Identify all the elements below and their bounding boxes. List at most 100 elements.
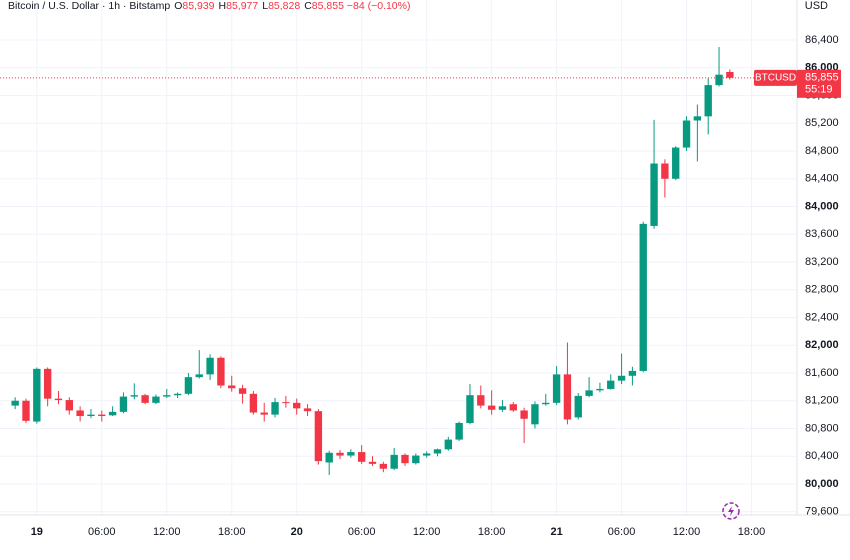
- candle-body: [11, 400, 19, 406]
- y-tick-label: 83,200: [805, 256, 839, 268]
- x-tick-label: 18:00: [478, 526, 506, 538]
- candle-body: [628, 370, 637, 376]
- candle-body: [87, 414, 95, 417]
- candle-body: [347, 452, 355, 456]
- candle-body: [228, 385, 236, 389]
- y-tick-label: 84,000: [805, 200, 839, 212]
- symbol-tag: BTCUSD: [755, 72, 796, 83]
- countdown: 55:19: [805, 84, 833, 96]
- candle-body: [726, 72, 734, 78]
- ohlc-key: L: [262, 0, 269, 12]
- candle-body: [33, 368, 41, 422]
- candle-body: [271, 402, 279, 415]
- change: −84 (−0.10%): [346, 0, 411, 12]
- candle-body: [390, 454, 398, 469]
- candle-body: [682, 120, 691, 148]
- candle-body: [260, 412, 268, 415]
- candle-body: [206, 357, 214, 375]
- candle-body: [54, 398, 63, 401]
- candle-body: [379, 463, 388, 469]
- x-tick-label: 21: [550, 526, 562, 538]
- price-tag: 85,855: [805, 72, 839, 84]
- x-tick-label: 06:00: [608, 526, 636, 538]
- candle-body: [607, 380, 615, 389]
- candle-body: [412, 455, 420, 464]
- candle-body: [336, 452, 344, 456]
- x-tick-label: 18:00: [738, 526, 766, 538]
- candle-body: [130, 395, 138, 397]
- candle-body: [217, 357, 225, 386]
- candle-body: [65, 400, 73, 411]
- y-tick-label: 82,800: [805, 284, 839, 296]
- symbol-tag-bg: [754, 69, 797, 86]
- candle-body: [585, 390, 593, 396]
- candle-body: [293, 402, 301, 409]
- candle-body: [325, 452, 333, 463]
- y-tick-label: 79,600: [805, 506, 839, 518]
- candle-body: [368, 461, 377, 464]
- y-tick-label: 84,400: [805, 173, 839, 185]
- x-tick-label: 20: [291, 526, 303, 538]
- candle-body: [531, 404, 539, 425]
- candle-body: [704, 85, 712, 117]
- candle-body: [141, 395, 149, 403]
- ohlc-key: O: [174, 0, 183, 12]
- candle-body: [552, 374, 561, 403]
- candle-body: [422, 453, 431, 456]
- candle-body: [617, 375, 626, 381]
- y-tick-label: 85,200: [805, 117, 839, 129]
- candle-body: [163, 395, 171, 397]
- alert-icon[interactable]: [722, 502, 740, 520]
- symbol: Bitcoin / U.S. Dollar · 1h · Bitstamp: [8, 0, 171, 12]
- candle-body: [444, 439, 452, 450]
- candle-body: [152, 396, 160, 403]
- candle-body: [358, 452, 366, 462]
- candle-body: [542, 402, 550, 405]
- ohlc-key: C: [304, 0, 312, 12]
- candle-body: [401, 454, 409, 464]
- y-tick-label: 82,400: [805, 311, 839, 323]
- price-tag-bg: [797, 69, 841, 98]
- y-tick-label: 80,800: [805, 422, 839, 434]
- ohlc-key: H: [218, 0, 227, 12]
- candle-body: [303, 408, 312, 412]
- ohlc-value: 85,939: [182, 0, 215, 12]
- y-tick-label: 81,600: [805, 367, 839, 379]
- candle-body: [98, 414, 106, 417]
- y-tick-label: 83,600: [805, 228, 839, 240]
- currency[interactable]: USD: [804, 0, 828, 12]
- y-tick-label: 80,400: [805, 450, 839, 462]
- ohlc-value: 85,828: [268, 0, 301, 12]
- candle-body: [693, 116, 702, 121]
- x-tick-label: 12:00: [153, 526, 181, 538]
- candle-body: [520, 410, 528, 419]
- candle-body: [195, 374, 203, 378]
- ohlc-value: 85,855: [311, 0, 344, 12]
- y-tick-label: 84,800: [805, 145, 839, 157]
- candle-body: [173, 393, 182, 396]
- candle-body: [314, 411, 323, 462]
- candle-body: [433, 449, 442, 454]
- y-tick-label: 81,200: [805, 395, 839, 407]
- candle-body: [108, 411, 117, 416]
- y-tick-label: 82,000: [805, 339, 839, 351]
- candle-body: [43, 368, 52, 399]
- candle-body: [22, 400, 30, 421]
- candle-body: [487, 405, 496, 410]
- x-tick-label: 12:00: [413, 526, 441, 538]
- candle-body: [563, 374, 572, 420]
- x-tick-label: 19: [31, 526, 43, 538]
- candle-body: [672, 147, 680, 179]
- legend-header: Bitcoin / U.S. Dollar · 1h · Bitstamp O85…: [8, 0, 410, 14]
- candle-body: [596, 388, 604, 391]
- candle-body: [184, 377, 193, 394]
- candle-body: [455, 422, 463, 440]
- candle-body: [282, 402, 290, 404]
- candle-body: [715, 74, 723, 86]
- y-tick-label: 86,400: [805, 34, 839, 46]
- x-tick-label: 06:00: [348, 526, 376, 538]
- candle-body: [76, 410, 84, 417]
- candle-body: [466, 395, 474, 423]
